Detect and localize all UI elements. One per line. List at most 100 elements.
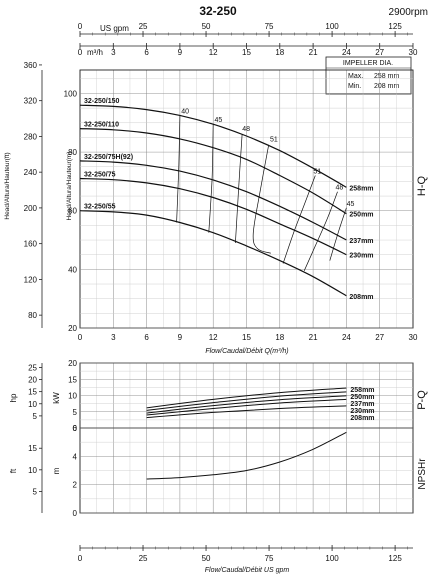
hq-efficiency-label: 51 [270,136,278,143]
hq-series-label: 250mm [349,212,373,219]
hq-ft-tick-label: 240 [24,168,38,177]
hq-y-tick-label: 20 [68,324,77,333]
hq-x-tick-label: 9 [178,333,183,342]
bottom-usgpm-tick-label: 75 [265,554,274,563]
pq-curve-250mm [146,391,347,411]
hq-efficiency-line [176,115,181,223]
hq-y-tick-label: 80 [68,148,77,157]
hq-x-tick-label: 18 [275,333,284,342]
hq-efficiency-label: 48 [242,126,250,133]
top-m3h-tick-label: 0 [78,48,83,57]
hq-efficiency-line [252,144,272,254]
hq-curve-237mm [79,160,347,241]
hq-ft-tick-label: 360 [24,61,38,70]
npsh-m-tick-label: 0 [73,509,78,518]
pq-series-label: 208mm [350,415,374,422]
impeller-box-frame [325,56,412,95]
top-m3h-tick-label: 6 [144,48,149,57]
pq-series-label: 250mm [350,394,374,401]
pq-hp-axis-title: hp [9,393,18,402]
bottom-usgpm-tick-label: 125 [388,554,402,563]
hq-efficiency-label: 51 [313,169,321,176]
hq-efficiency-line [303,191,338,271]
hq-x-axis-title: Flow/Caudal/Débit Q(m³/h) [205,348,288,355]
hq-ft-tick-label: 160 [24,240,38,249]
pq-kw-tick-label: 5 [73,408,78,417]
pq-curve-237mm [146,395,347,414]
top-usgpm-tick-label: 125 [388,22,402,31]
hq-x-tick-label: 6 [144,333,149,342]
npsh-m-axis-title: m [52,467,61,474]
hq-ft-tick-label: 200 [24,204,38,213]
top-usgpm-tick-label: 75 [265,22,274,31]
hq-series-label: 230mm [349,253,373,260]
pq-kw-tick-label: 10 [68,392,77,401]
impeller-min-value: 208 mm [374,83,399,90]
pq-kw-tick-label: 20 [68,359,77,368]
m3h-unit-label: m³/h [87,48,103,57]
top-usgpm-tick-label: 0 [78,22,83,31]
hq-curve-230mm [79,177,347,256]
hq-series-label: 258mm [349,185,373,192]
hq-model-label: 32-250/110 [84,122,119,129]
hq-curve-208mm [79,210,347,297]
hq-ft-tick-label: 80 [28,311,37,320]
top-m3h-tick-label: 24 [342,48,351,57]
hq-efficiency-line [208,124,214,233]
hq-efficiency-line [235,134,243,244]
npsh-m-tick-label: 4 [73,452,78,461]
pq-series-label: 230mm [350,408,374,415]
hq-ft-tick-label: 280 [24,132,38,141]
hq-ft-axis-title: Head/Altura/Hauteur(ft) [4,152,11,219]
hq-y-tick-label: 100 [64,89,78,98]
pq-curve-208mm [146,405,347,419]
impeller-min-label: Min. [348,83,361,90]
hq-efficiency-label: 40 [181,108,189,115]
hq-y-tick-label: 60 [68,207,77,216]
top-m3h-tick-label: 27 [375,48,384,57]
hq-model-label: 32-250/75 [84,171,116,178]
hq-efficiency-label: 48 [336,185,344,192]
chart-title: 32-250 [199,4,237,18]
pq-hp-tick-label: 10 [28,400,37,409]
usgpm-unit-label: US gpm [100,24,129,33]
hq-model-label: 32-250/75H(92) [84,154,133,161]
bottom-x-axis-title: Flow/Caudal/Débit US gpm [205,567,290,574]
hq-model-label: 32-250/55 [84,204,116,211]
top-axis: US gpm m³/h 0 3 6 9 12 15 18 21 24 27 30 0 25 50 75 100… [78,22,418,57]
speed-label: 2900rpm [389,7,428,18]
hq-x-tick-label: 24 [342,333,351,342]
impeller-max-value: 258 mm [374,73,399,80]
top-m3h-tick-label: 3 [111,48,116,57]
top-m3h-tick-label: 15 [242,48,251,57]
hq-side-label: H-Q [416,175,428,196]
top-m3h-tick-label: 18 [275,48,284,57]
pq-series-label: 237mm [350,401,374,408]
impeller-box-heading: IMPELLER DIA. [343,60,393,67]
hq-efficiency-label: 45 [347,201,355,208]
pq-side-label: P-Q [416,390,428,410]
hq-x-tick-label: 0 [78,333,83,342]
top-usgpm-tick-label: 25 [139,22,148,31]
hq-series-label: 208mm [349,294,373,301]
top-usgpm-tick-label: 50 [202,22,211,31]
bottom-usgpm-tick-label: 0 [78,554,83,563]
pq-kw-tick-label: 0 [73,424,78,433]
top-usgpm-tick-label: 100 [325,22,339,31]
pq-hp-tick-label: 15 [28,388,37,397]
npsh-m-tick-label: 6 [73,424,78,433]
pq-hp-tick-label: 5 [33,412,38,421]
top-m3h-tick-label: 21 [309,48,318,57]
pq-kw-axis-title: kW [52,392,61,404]
npsh-curve [146,431,347,480]
npsh-ft-axis-title: ft [9,468,18,473]
hq-ft-tick-label: 320 [24,97,38,106]
hq-model-label: 32-250/150 [84,98,120,105]
pq-series-label: 258mm [350,387,374,394]
pq-curve-230mm [146,398,347,416]
top-m3h-tick-label: 30 [409,48,418,57]
bottom-usgpm-tick-label: 50 [202,554,211,563]
pq-hp-tick-label: 20 [28,376,37,385]
hq-x-tick-label: 15 [242,333,251,342]
